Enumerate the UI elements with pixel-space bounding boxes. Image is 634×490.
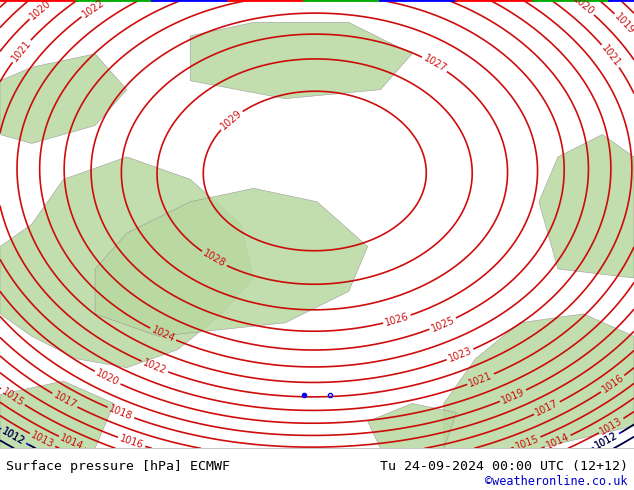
Text: 1017: 1017 — [534, 398, 560, 418]
Text: 1021: 1021 — [467, 370, 494, 389]
Text: 1014: 1014 — [545, 432, 571, 451]
Polygon shape — [0, 381, 114, 448]
Text: 1012: 1012 — [1, 426, 27, 447]
Text: 1020: 1020 — [94, 368, 121, 388]
Text: 1025: 1025 — [429, 315, 456, 333]
Text: 1024: 1024 — [150, 325, 176, 344]
Text: 1012: 1012 — [1, 426, 27, 447]
Text: 1027: 1027 — [422, 53, 448, 74]
Text: 1021: 1021 — [599, 43, 622, 69]
Text: 1013: 1013 — [29, 430, 56, 450]
Text: 1026: 1026 — [384, 311, 410, 328]
Text: 1019: 1019 — [500, 387, 526, 405]
Polygon shape — [0, 54, 127, 144]
Text: 1015: 1015 — [0, 386, 26, 408]
Text: 1029: 1029 — [219, 108, 243, 132]
Polygon shape — [190, 23, 412, 98]
Text: ©weatheronline.co.uk: ©weatheronline.co.uk — [485, 475, 628, 488]
Text: Surface pressure [hPa] ECMWF: Surface pressure [hPa] ECMWF — [6, 460, 230, 473]
Text: 1028: 1028 — [201, 248, 228, 270]
Text: 1020: 1020 — [571, 0, 596, 17]
Polygon shape — [539, 135, 634, 278]
Text: 1014: 1014 — [58, 433, 85, 452]
Text: 1017: 1017 — [51, 390, 78, 411]
Text: 1023: 1023 — [447, 345, 474, 364]
Text: Tu 24-09-2024 00:00 UTC (12+12): Tu 24-09-2024 00:00 UTC (12+12) — [380, 460, 628, 473]
Text: 1013: 1013 — [598, 416, 624, 437]
Text: 1012: 1012 — [593, 430, 619, 451]
Text: 1016: 1016 — [119, 433, 145, 451]
Text: 1016: 1016 — [600, 373, 626, 395]
Polygon shape — [95, 188, 368, 336]
Polygon shape — [0, 157, 254, 368]
Text: 1012: 1012 — [593, 430, 619, 451]
Polygon shape — [444, 314, 634, 448]
Text: 1022: 1022 — [81, 0, 107, 20]
Text: 1021: 1021 — [10, 38, 33, 64]
Text: 1020: 1020 — [28, 0, 53, 22]
Text: 1019: 1019 — [612, 12, 634, 36]
Text: 1018: 1018 — [108, 404, 134, 422]
Polygon shape — [368, 404, 456, 448]
Text: 1022: 1022 — [141, 358, 168, 376]
Text: 1015: 1015 — [514, 433, 540, 451]
